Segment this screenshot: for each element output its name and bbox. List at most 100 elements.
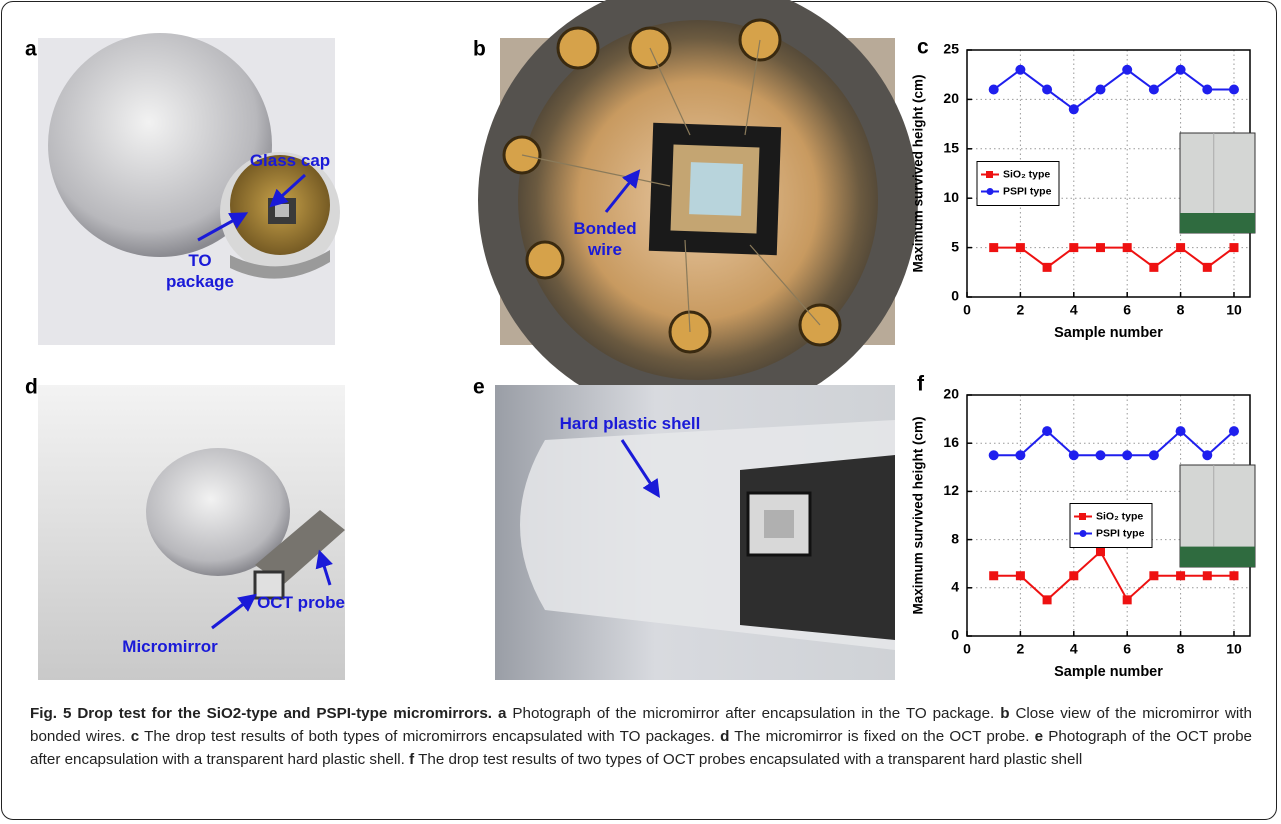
data-point bbox=[1229, 571, 1238, 580]
data-point bbox=[989, 243, 998, 252]
data-point bbox=[1123, 595, 1132, 604]
data-point bbox=[1229, 85, 1239, 95]
annotation: Micromirror bbox=[110, 636, 230, 657]
caption: Fig. 5 Drop test for the SiO2-type and P… bbox=[30, 702, 1252, 771]
data-line bbox=[994, 248, 1234, 268]
panel-letter: c bbox=[917, 36, 929, 59]
legend-marker bbox=[986, 171, 993, 178]
photo-b bbox=[478, 0, 918, 420]
data-point bbox=[1015, 65, 1025, 75]
annotation: Glass cap bbox=[240, 150, 340, 171]
legend-marker bbox=[987, 188, 994, 195]
panel-letter: d bbox=[25, 376, 38, 399]
x-tick-label: 8 bbox=[1177, 302, 1185, 318]
data-line bbox=[994, 70, 1234, 110]
y-tick-label: 20 bbox=[943, 386, 959, 402]
panel-letter: b bbox=[473, 38, 486, 61]
data-point bbox=[1122, 450, 1132, 460]
caption-title: Fig. 5 Drop test for the SiO2-type and P… bbox=[30, 705, 492, 722]
data-point bbox=[1176, 571, 1185, 580]
data-point bbox=[1069, 104, 1079, 114]
y-tick-label: 0 bbox=[951, 288, 959, 304]
legend-label: PSPI type bbox=[1096, 527, 1145, 539]
y-tick-label: 10 bbox=[943, 189, 959, 205]
legend-marker bbox=[1079, 513, 1086, 520]
data-point bbox=[1229, 243, 1238, 252]
data-point bbox=[1149, 571, 1158, 580]
data-point bbox=[1042, 85, 1052, 95]
data-point bbox=[1202, 450, 1212, 460]
data-point bbox=[989, 571, 998, 580]
data-point bbox=[1069, 450, 1079, 460]
y-tick-label: 5 bbox=[951, 238, 959, 254]
x-tick-label: 2 bbox=[1016, 641, 1024, 657]
data-point bbox=[1042, 426, 1052, 436]
inset-photo-floor bbox=[1180, 547, 1255, 567]
legend-marker bbox=[1080, 530, 1087, 537]
x-tick-label: 10 bbox=[1226, 641, 1242, 657]
panel-letter: f bbox=[917, 373, 925, 396]
y-tick-label: 8 bbox=[951, 530, 959, 546]
data-point bbox=[1043, 595, 1052, 604]
data-point bbox=[1229, 426, 1239, 436]
x-tick-label: 4 bbox=[1070, 302, 1078, 318]
data-point bbox=[1149, 85, 1159, 95]
data-point bbox=[989, 85, 999, 95]
inset-photo-floor bbox=[1180, 213, 1255, 233]
x-tick-label: 10 bbox=[1226, 302, 1242, 318]
annotation: Bonded wire bbox=[565, 218, 645, 260]
y-axis-label: Maximum survived height (cm) bbox=[911, 74, 926, 272]
panel-letter: a bbox=[25, 38, 37, 61]
data-point bbox=[1176, 426, 1186, 436]
x-tick-label: 4 bbox=[1070, 641, 1078, 657]
caption-letter: c bbox=[131, 728, 139, 745]
caption-text: Photograph of the micromirror after enca… bbox=[512, 705, 994, 722]
y-tick-label: 20 bbox=[943, 90, 959, 106]
data-point bbox=[1069, 571, 1078, 580]
photo-a bbox=[38, 33, 340, 345]
legend-label: PSPI type bbox=[1003, 185, 1052, 197]
data-point bbox=[1095, 85, 1105, 95]
caption-letter: b bbox=[1000, 705, 1009, 722]
caption-letter: a bbox=[498, 705, 506, 722]
data-point bbox=[1176, 65, 1186, 75]
data-point bbox=[1149, 450, 1159, 460]
data-point bbox=[1203, 571, 1212, 580]
caption-text: The drop test results of two types of OC… bbox=[418, 751, 1082, 768]
data-point bbox=[1123, 243, 1132, 252]
y-axis-label: Maximum survived height (cm) bbox=[911, 416, 926, 614]
y-tick-label: 15 bbox=[943, 140, 959, 156]
data-point bbox=[1149, 263, 1158, 272]
y-tick-label: 0 bbox=[951, 627, 959, 643]
caption-letter: f bbox=[409, 751, 414, 768]
data-point bbox=[1203, 263, 1212, 272]
data-point bbox=[1122, 65, 1132, 75]
caption-text: The drop test results of both types of m… bbox=[144, 728, 715, 745]
y-tick-label: 25 bbox=[943, 41, 959, 57]
caption-text: The micromirror is fixed on the OCT prob… bbox=[734, 728, 1029, 745]
data-point bbox=[1202, 85, 1212, 95]
data-point bbox=[1096, 547, 1105, 556]
panel-letter: e bbox=[473, 376, 485, 399]
y-tick-label: 12 bbox=[943, 482, 959, 498]
x-tick-label: 2 bbox=[1016, 302, 1024, 318]
data-point bbox=[1176, 243, 1185, 252]
annotation: Hard plastic shell bbox=[540, 413, 720, 434]
x-tick-label: 6 bbox=[1123, 302, 1131, 318]
x-tick-label: 0 bbox=[963, 302, 971, 318]
caption-letter: d bbox=[720, 728, 729, 745]
data-point bbox=[1015, 450, 1025, 460]
y-tick-label: 16 bbox=[943, 434, 959, 450]
data-point bbox=[989, 450, 999, 460]
data-point bbox=[1043, 263, 1052, 272]
x-axis-label: Sample number bbox=[1054, 664, 1163, 680]
data-point bbox=[1096, 243, 1105, 252]
figure-canvas: abcdef05101520250246810Sample numberMaxi… bbox=[0, 0, 1281, 824]
figure: abcdef05101520250246810Sample numberMaxi… bbox=[0, 0, 1281, 824]
data-point bbox=[1016, 571, 1025, 580]
legend-label: SiO₂ type bbox=[1003, 168, 1050, 180]
data-point bbox=[1069, 243, 1078, 252]
annotation: OCT probe bbox=[246, 592, 356, 613]
x-tick-label: 8 bbox=[1177, 641, 1185, 657]
x-axis-label: Sample number bbox=[1054, 325, 1163, 341]
